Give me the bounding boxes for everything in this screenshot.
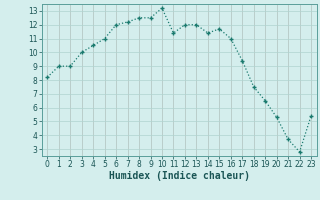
X-axis label: Humidex (Indice chaleur): Humidex (Indice chaleur) (109, 171, 250, 181)
